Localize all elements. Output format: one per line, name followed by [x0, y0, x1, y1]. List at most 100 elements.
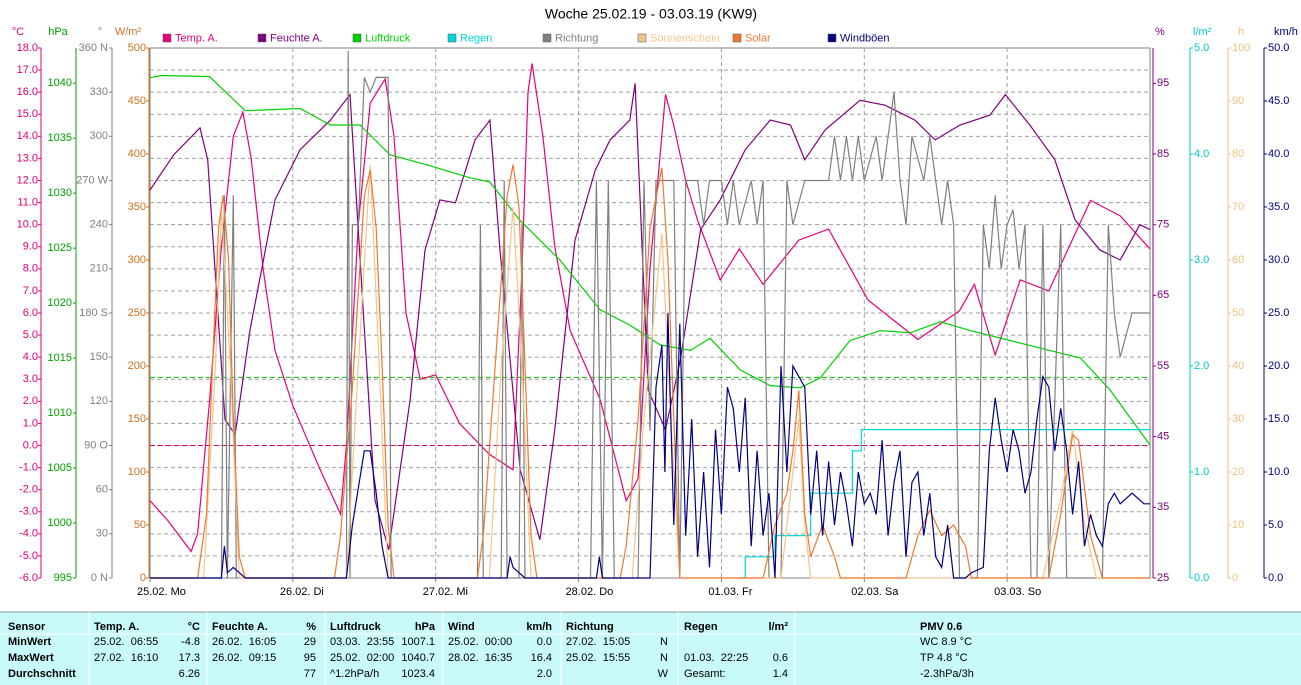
table-cell: TP 4.8 °C — [920, 652, 968, 664]
table-cell: l/m² — [768, 621, 788, 633]
y-tick-label: 0 — [140, 572, 146, 584]
y-tick-label: 180 S — [79, 307, 108, 319]
chart-title: Woche 25.02.19 - 03.03.19 (KW9) — [545, 6, 757, 22]
y-tick-label: 1.0 — [1194, 466, 1209, 478]
y-tick-label: 18.0 — [17, 42, 38, 54]
legend-swatch — [637, 33, 647, 43]
table-cell: Feuchte A. — [212, 621, 268, 633]
series-line — [149, 74, 1151, 446]
y-tick-label: 75 — [1157, 219, 1169, 231]
x-tick-label: 25.02. Mo — [137, 586, 186, 598]
y-tick-label: 1025 — [48, 242, 72, 254]
x-tick-label: 01.03. Fr — [708, 586, 752, 598]
table-cell: N — [660, 652, 668, 664]
y-tick-label: 330 — [90, 86, 108, 98]
axis-unit: hPa — [48, 26, 68, 38]
y-tick-label: 1010 — [48, 407, 72, 419]
series-line — [149, 63, 1151, 553]
y-tick-label: 250 — [128, 307, 146, 319]
table-cell: km/h — [526, 621, 552, 633]
y-tick-label: 0 — [1232, 572, 1238, 584]
y-tick-label: 15.0 — [1268, 413, 1289, 425]
table-cell: 0.6 — [773, 652, 788, 664]
table-cell: PMV 0.6 — [920, 621, 962, 633]
y-tick-label: 90 O — [84, 439, 108, 451]
y-tick-label: 50 — [134, 519, 146, 531]
table-cell: 27.02. 16:10 — [94, 652, 158, 664]
y-tick-label: 15.0 — [17, 108, 38, 120]
table-cell: ^1.2hPa/h — [330, 668, 379, 680]
y-tick-label: -2.0 — [19, 484, 38, 496]
y-tick-label: -1.0 — [19, 461, 38, 473]
legend-label: Regen — [460, 32, 492, 44]
table-cell: % — [306, 621, 316, 633]
y-tick-label: 55 — [1157, 360, 1169, 372]
series-line — [149, 83, 1151, 550]
table-cell: Regen — [684, 621, 718, 633]
table-cell: Temp. A. — [94, 621, 139, 633]
y-tick-label: 9.0 — [23, 241, 38, 253]
y-tick-label: 25 — [1157, 572, 1169, 584]
legend-swatch — [257, 33, 267, 43]
table-cell: 16.4 — [531, 652, 552, 664]
y-tick-label: 10 — [1232, 519, 1244, 531]
y-tick-label: -5.0 — [19, 550, 38, 562]
table-cell: 29 — [304, 636, 316, 648]
y-tick-label: 65 — [1157, 289, 1169, 301]
y-tick-label: 16.0 — [17, 86, 38, 98]
y-tick-label: -3.0 — [19, 506, 38, 518]
series-line — [150, 312, 1150, 579]
y-tick-label: 6.0 — [23, 307, 38, 319]
y-tick-label: 10.0 — [1268, 466, 1289, 478]
y-tick-label: 35 — [1157, 501, 1169, 513]
table-cell: WC 8.9 °C — [920, 636, 972, 648]
legend-label: Solar — [745, 32, 771, 44]
table-cell: 27.02. 15:05 — [566, 636, 630, 648]
y-tick-label: 360 N — [79, 42, 108, 54]
axis-unit: ° — [98, 26, 102, 38]
x-tick-label: 26.02. Di — [280, 586, 324, 598]
x-tick-label: 03.03. So — [994, 586, 1041, 598]
y-tick-label: 5.0 — [1268, 519, 1283, 531]
y-tick-label: 0 N — [91, 572, 108, 584]
y-tick-label: 40.0 — [1268, 148, 1289, 160]
y-tick-label: 25.0 — [1268, 307, 1289, 319]
table-cell: 26.02. 16:05 — [212, 636, 276, 648]
y-tick-label: 95 — [1157, 77, 1169, 89]
legend-label: Sonnenschein — [650, 32, 720, 44]
y-tick-label: 350 — [128, 201, 146, 213]
table-cell: -4.8 — [181, 636, 200, 648]
table-cell: 17.3 — [179, 652, 200, 664]
y-tick-label: 0.0 — [1194, 572, 1209, 584]
legend-label: Luftdruck — [365, 32, 411, 44]
table-cell: 1.4 — [773, 668, 788, 680]
table-cell: Sensor — [8, 621, 46, 633]
y-tick-label: 4.0 — [1194, 148, 1209, 160]
table-cell: Richtung — [566, 621, 614, 633]
table-cell: MinWert — [8, 636, 52, 648]
y-tick-label: -6.0 — [19, 572, 38, 584]
x-tick-label: 27.02. Mi — [423, 586, 468, 598]
table-cell: 0.0 — [537, 636, 552, 648]
table-cell: 77 — [304, 668, 316, 680]
y-tick-label: 11.0 — [17, 196, 38, 208]
table-cell: 25.02. 15:55 — [566, 652, 630, 664]
y-tick-label: 0.0 — [1268, 572, 1283, 584]
y-tick-label: 20 — [1232, 466, 1244, 478]
legend-label: Windböen — [840, 32, 890, 44]
x-tick-label: 02.03. Sa — [851, 586, 899, 598]
y-tick-label: 40 — [1232, 360, 1244, 372]
y-tick-label: 200 — [128, 360, 146, 372]
y-tick-label: 2.0 — [1194, 360, 1209, 372]
y-tick-label: 995 — [54, 572, 72, 584]
y-tick-label: 300 — [128, 254, 146, 266]
table-cell: 6.26 — [179, 668, 200, 680]
x-tick-label: 28.02. Do — [566, 586, 614, 598]
y-tick-label: 10.0 — [17, 219, 38, 231]
table-cell: MaxWert — [8, 652, 54, 664]
y-tick-label: 300 — [90, 130, 108, 142]
legend-label: Feuchte A. — [270, 32, 323, 44]
y-tick-label: 400 — [128, 148, 146, 160]
